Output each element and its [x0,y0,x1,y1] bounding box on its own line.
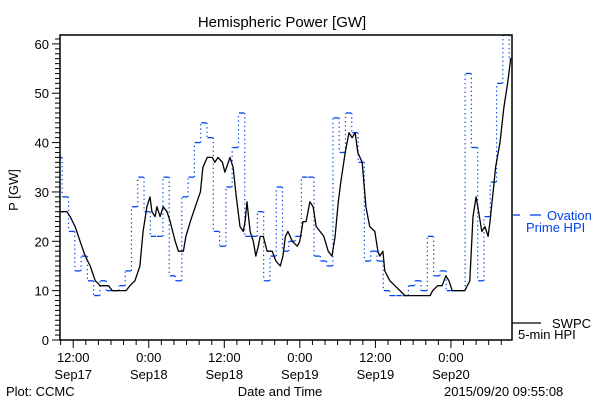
x-tick-date-label: Sep17 [54,367,92,382]
legend-swpc-label-1: SWPC [552,316,591,331]
x-tick-time-label: 12:00 [57,350,90,365]
x-tick-date-label: Sep19 [281,367,319,382]
series-ovation-prime [60,34,512,297]
y-tick-label: 50 [35,86,49,101]
y-tick-label: 10 [35,284,49,299]
legend-ovation-label-1: Ovation [547,208,592,223]
y-tick-label: 60 [35,37,49,52]
x-tick-time-label: 0:00 [136,350,161,365]
x-tick-date-label: Sep19 [357,367,395,382]
chart-title: Hemispheric Power [GW] [198,14,366,31]
series-swpc [60,58,512,297]
x-axis-label: Date and Time [238,384,323,399]
plot-timestamp: 2015/09/20 09:55:08 [444,384,563,399]
y-tick-label: 40 [35,136,49,151]
axis-ticks: 0 10 20 30 40 50 60 12:00 Sep17 0:00 Sep18 12:00 Sep… [35,37,502,382]
legend-swpc-label-2: 5-min HPI [518,327,576,342]
y-axis-label: P [GW] [6,169,21,211]
x-tick-date-label: Sep20 [432,367,470,382]
x-tick-time-label: 12:00 [359,350,392,365]
x-tick-date-label: Sep18 [206,367,244,382]
x-tick-date-label: Sep18 [130,367,168,382]
plot-frame [59,34,513,341]
swpc-series-line [60,58,512,297]
legend: Ovation Prime HPI SWPC 5-min HPI [512,208,592,342]
plot-credit: Plot: CCMC [6,384,75,399]
legend-ovation-label-2: Prime HPI [526,220,585,235]
y-tick-label: 30 [35,185,49,200]
x-tick-time-label: 12:00 [208,350,241,365]
x-tick-time-label: 0:00 [438,350,463,365]
x-tick-time-label: 0:00 [287,350,312,365]
y-tick-label: 0 [42,333,49,348]
y-tick-label: 20 [35,234,49,249]
